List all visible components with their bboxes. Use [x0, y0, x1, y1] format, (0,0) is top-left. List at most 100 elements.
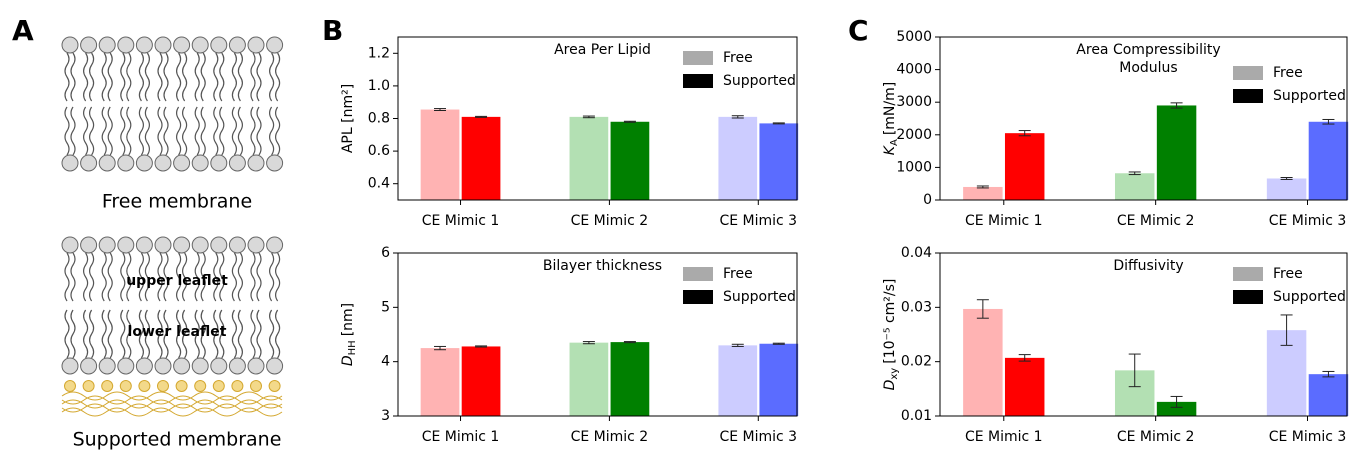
- bar: [963, 309, 1002, 416]
- lipid-head: [174, 237, 190, 253]
- lipid-head: [136, 237, 152, 253]
- y-label-unit: [mN/m]: [882, 82, 898, 135]
- y-tick-label: 0.8: [368, 111, 390, 127]
- x-tick-label: CE Mimic 3: [1269, 429, 1347, 445]
- lipid-head: [118, 37, 134, 53]
- lipid-tail: [84, 107, 88, 155]
- lipid-tail: [195, 107, 199, 155]
- y-label-text: APL [nm²]: [340, 84, 356, 153]
- lipid-tail: [71, 310, 75, 358]
- support-bead: [213, 381, 224, 392]
- bar: [462, 346, 501, 416]
- bar: [759, 123, 798, 200]
- y-label-text: D: [882, 379, 898, 390]
- bar: [1157, 105, 1196, 200]
- lipid-head: [248, 237, 264, 253]
- x-tick-label: CE Mimic 2: [571, 213, 649, 229]
- lipid-head: [267, 237, 283, 253]
- lipid-tail: [108, 310, 112, 358]
- lipid-tail: [177, 107, 181, 155]
- bar: [1309, 374, 1348, 416]
- legend-swatch: [1233, 290, 1263, 304]
- error-bar: [773, 123, 785, 124]
- lipid-head: [211, 237, 227, 253]
- lipid-tail: [108, 53, 112, 101]
- lipid-head: [155, 237, 171, 253]
- bar: [611, 342, 650, 416]
- x-tick-label: CE Mimic 2: [1117, 213, 1195, 229]
- bar: [1115, 173, 1154, 200]
- lipid-tail: [270, 107, 274, 155]
- support-bead: [251, 381, 262, 392]
- chart-title: Area Per Lipid: [554, 42, 651, 58]
- lipid-tail: [232, 310, 236, 358]
- bar: [963, 187, 1002, 200]
- lipid-head: [211, 37, 227, 53]
- lipid-head: [192, 37, 208, 53]
- lipid-tail: [127, 107, 131, 155]
- legend-swatch: [1233, 66, 1263, 80]
- support-bead: [176, 381, 187, 392]
- lipid-head: [267, 358, 283, 374]
- support-bead: [120, 381, 131, 392]
- bar: [759, 344, 798, 416]
- lipid-head: [248, 358, 264, 374]
- lipid-tail: [251, 53, 255, 101]
- lipid-tail: [257, 253, 261, 301]
- lipid-tail: [145, 107, 149, 155]
- y-axis-label: Dxy[10⁻⁵ cm²/s]: [882, 279, 900, 391]
- x-tick-label: CE Mimic 1: [965, 429, 1043, 445]
- x-tick-label: CE Mimic 3: [1269, 213, 1347, 229]
- lipid-tail: [238, 107, 242, 155]
- leaflet-label: upper leaflet: [126, 273, 228, 289]
- lipid-tail: [65, 253, 69, 301]
- legend-label: Supported: [1273, 88, 1346, 104]
- lipid-head: [192, 155, 208, 171]
- y-tick-label: 0.03: [901, 299, 932, 315]
- lipid-tail: [90, 253, 94, 301]
- error-bar: [977, 186, 989, 188]
- y-tick-label: 5000: [896, 29, 932, 45]
- y-tick-label: 1000: [896, 159, 932, 175]
- support-bead: [102, 381, 113, 392]
- y-tick-label: 0.04: [901, 245, 932, 261]
- lipid-head: [62, 358, 78, 374]
- membrane-diagram: [62, 37, 283, 416]
- y-axis-label: APL [nm²]: [340, 84, 356, 153]
- bar: [718, 345, 757, 416]
- x-tick-label: CE Mimic 2: [1117, 429, 1195, 445]
- lipid-tail: [232, 53, 236, 101]
- lipid-tail: [121, 107, 125, 155]
- bar: [421, 110, 460, 200]
- lipid-tail: [90, 310, 94, 358]
- lipid-head: [81, 358, 97, 374]
- lipid-head: [62, 237, 78, 253]
- error-bar: [583, 116, 595, 118]
- error-bar: [624, 121, 636, 122]
- lipid-tail: [158, 53, 162, 101]
- lipid-tail: [71, 253, 75, 301]
- lipid-tail: [183, 107, 187, 155]
- lipid-head: [136, 155, 152, 171]
- lipid-head: [211, 155, 227, 171]
- y-tick-label: 0: [923, 192, 932, 208]
- lipid-head: [118, 358, 134, 374]
- support-bead: [158, 381, 169, 392]
- lipid-tail: [276, 107, 280, 155]
- panel-label: A: [12, 14, 34, 47]
- y-tick-label: 1.2: [368, 45, 390, 61]
- chart-title: Bilayer thickness: [543, 258, 662, 274]
- y-tick-label: 3000: [896, 94, 932, 110]
- legend-swatch: [683, 51, 713, 65]
- x-tick-label: CE Mimic 1: [965, 213, 1043, 229]
- lipid-tail: [65, 53, 69, 101]
- bar: [611, 122, 650, 200]
- lipid-tail: [201, 107, 205, 155]
- lipid-tail: [276, 53, 280, 101]
- lipid-tail: [238, 310, 242, 358]
- y-label-sub: HH: [347, 340, 358, 355]
- error-bar: [732, 116, 744, 118]
- legend-swatch: [683, 267, 713, 281]
- y-axis-label: KA[mN/m]: [882, 82, 900, 155]
- legend-label: Supported: [1273, 289, 1346, 305]
